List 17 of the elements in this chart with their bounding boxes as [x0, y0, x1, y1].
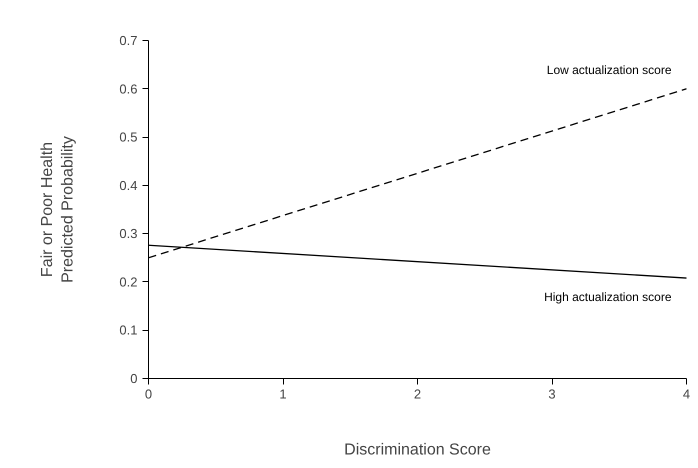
y-axis-title: Fair or Poor Health Predicted Probability — [39, 136, 76, 283]
y-tick-label: 0.2 — [119, 274, 138, 290]
x-tick-label: 0 — [144, 386, 152, 402]
x-tick-label: 4 — [682, 386, 690, 402]
x-axis-title: Discrimination Score — [344, 442, 491, 458]
series-label: Low actualization score — [546, 62, 672, 77]
x-tick-label: 1 — [279, 386, 287, 402]
y-tick-label: 0.3 — [119, 226, 138, 242]
y-tick-label: 0.1 — [119, 322, 138, 338]
series-label: High actualization score — [544, 290, 672, 304]
y-tick-label: 0.7 — [119, 33, 138, 48]
y-tick-label: 0.6 — [119, 81, 138, 96]
y-tick-label: 0 — [130, 371, 138, 386]
x-tick-label: 2 — [414, 386, 422, 402]
y-tick-label: 0.5 — [119, 130, 138, 145]
y-tick-label: 0.4 — [119, 178, 138, 193]
x-tick-label: 3 — [548, 386, 556, 402]
